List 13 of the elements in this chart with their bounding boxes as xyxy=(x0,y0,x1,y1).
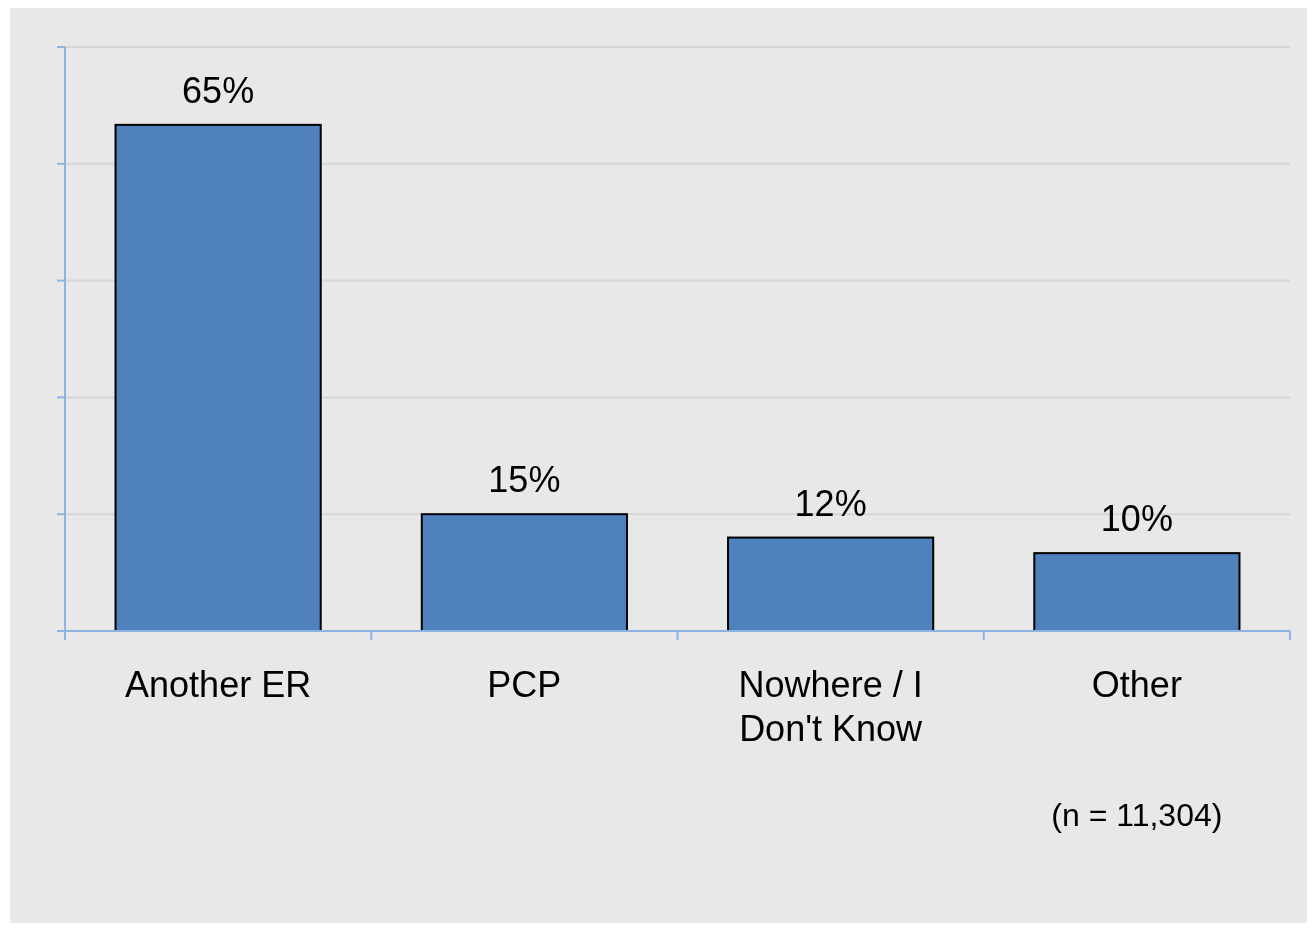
x-tick-label: Another ER xyxy=(125,664,312,705)
bar xyxy=(114,123,322,632)
data-label: 15% xyxy=(488,459,561,501)
bar xyxy=(420,513,628,632)
x-tick-label: PCP xyxy=(487,664,562,705)
x-tick-label: Other xyxy=(1091,664,1182,705)
data-label: 12% xyxy=(794,482,867,524)
data-label: 65% xyxy=(182,69,255,111)
text: (n = 11,304) xyxy=(1051,797,1223,833)
bar xyxy=(727,536,935,632)
x-tick-label: Nowhere / I Don't Know xyxy=(738,664,924,749)
bar xyxy=(1033,552,1241,632)
data-label: 10% xyxy=(1100,498,1173,540)
